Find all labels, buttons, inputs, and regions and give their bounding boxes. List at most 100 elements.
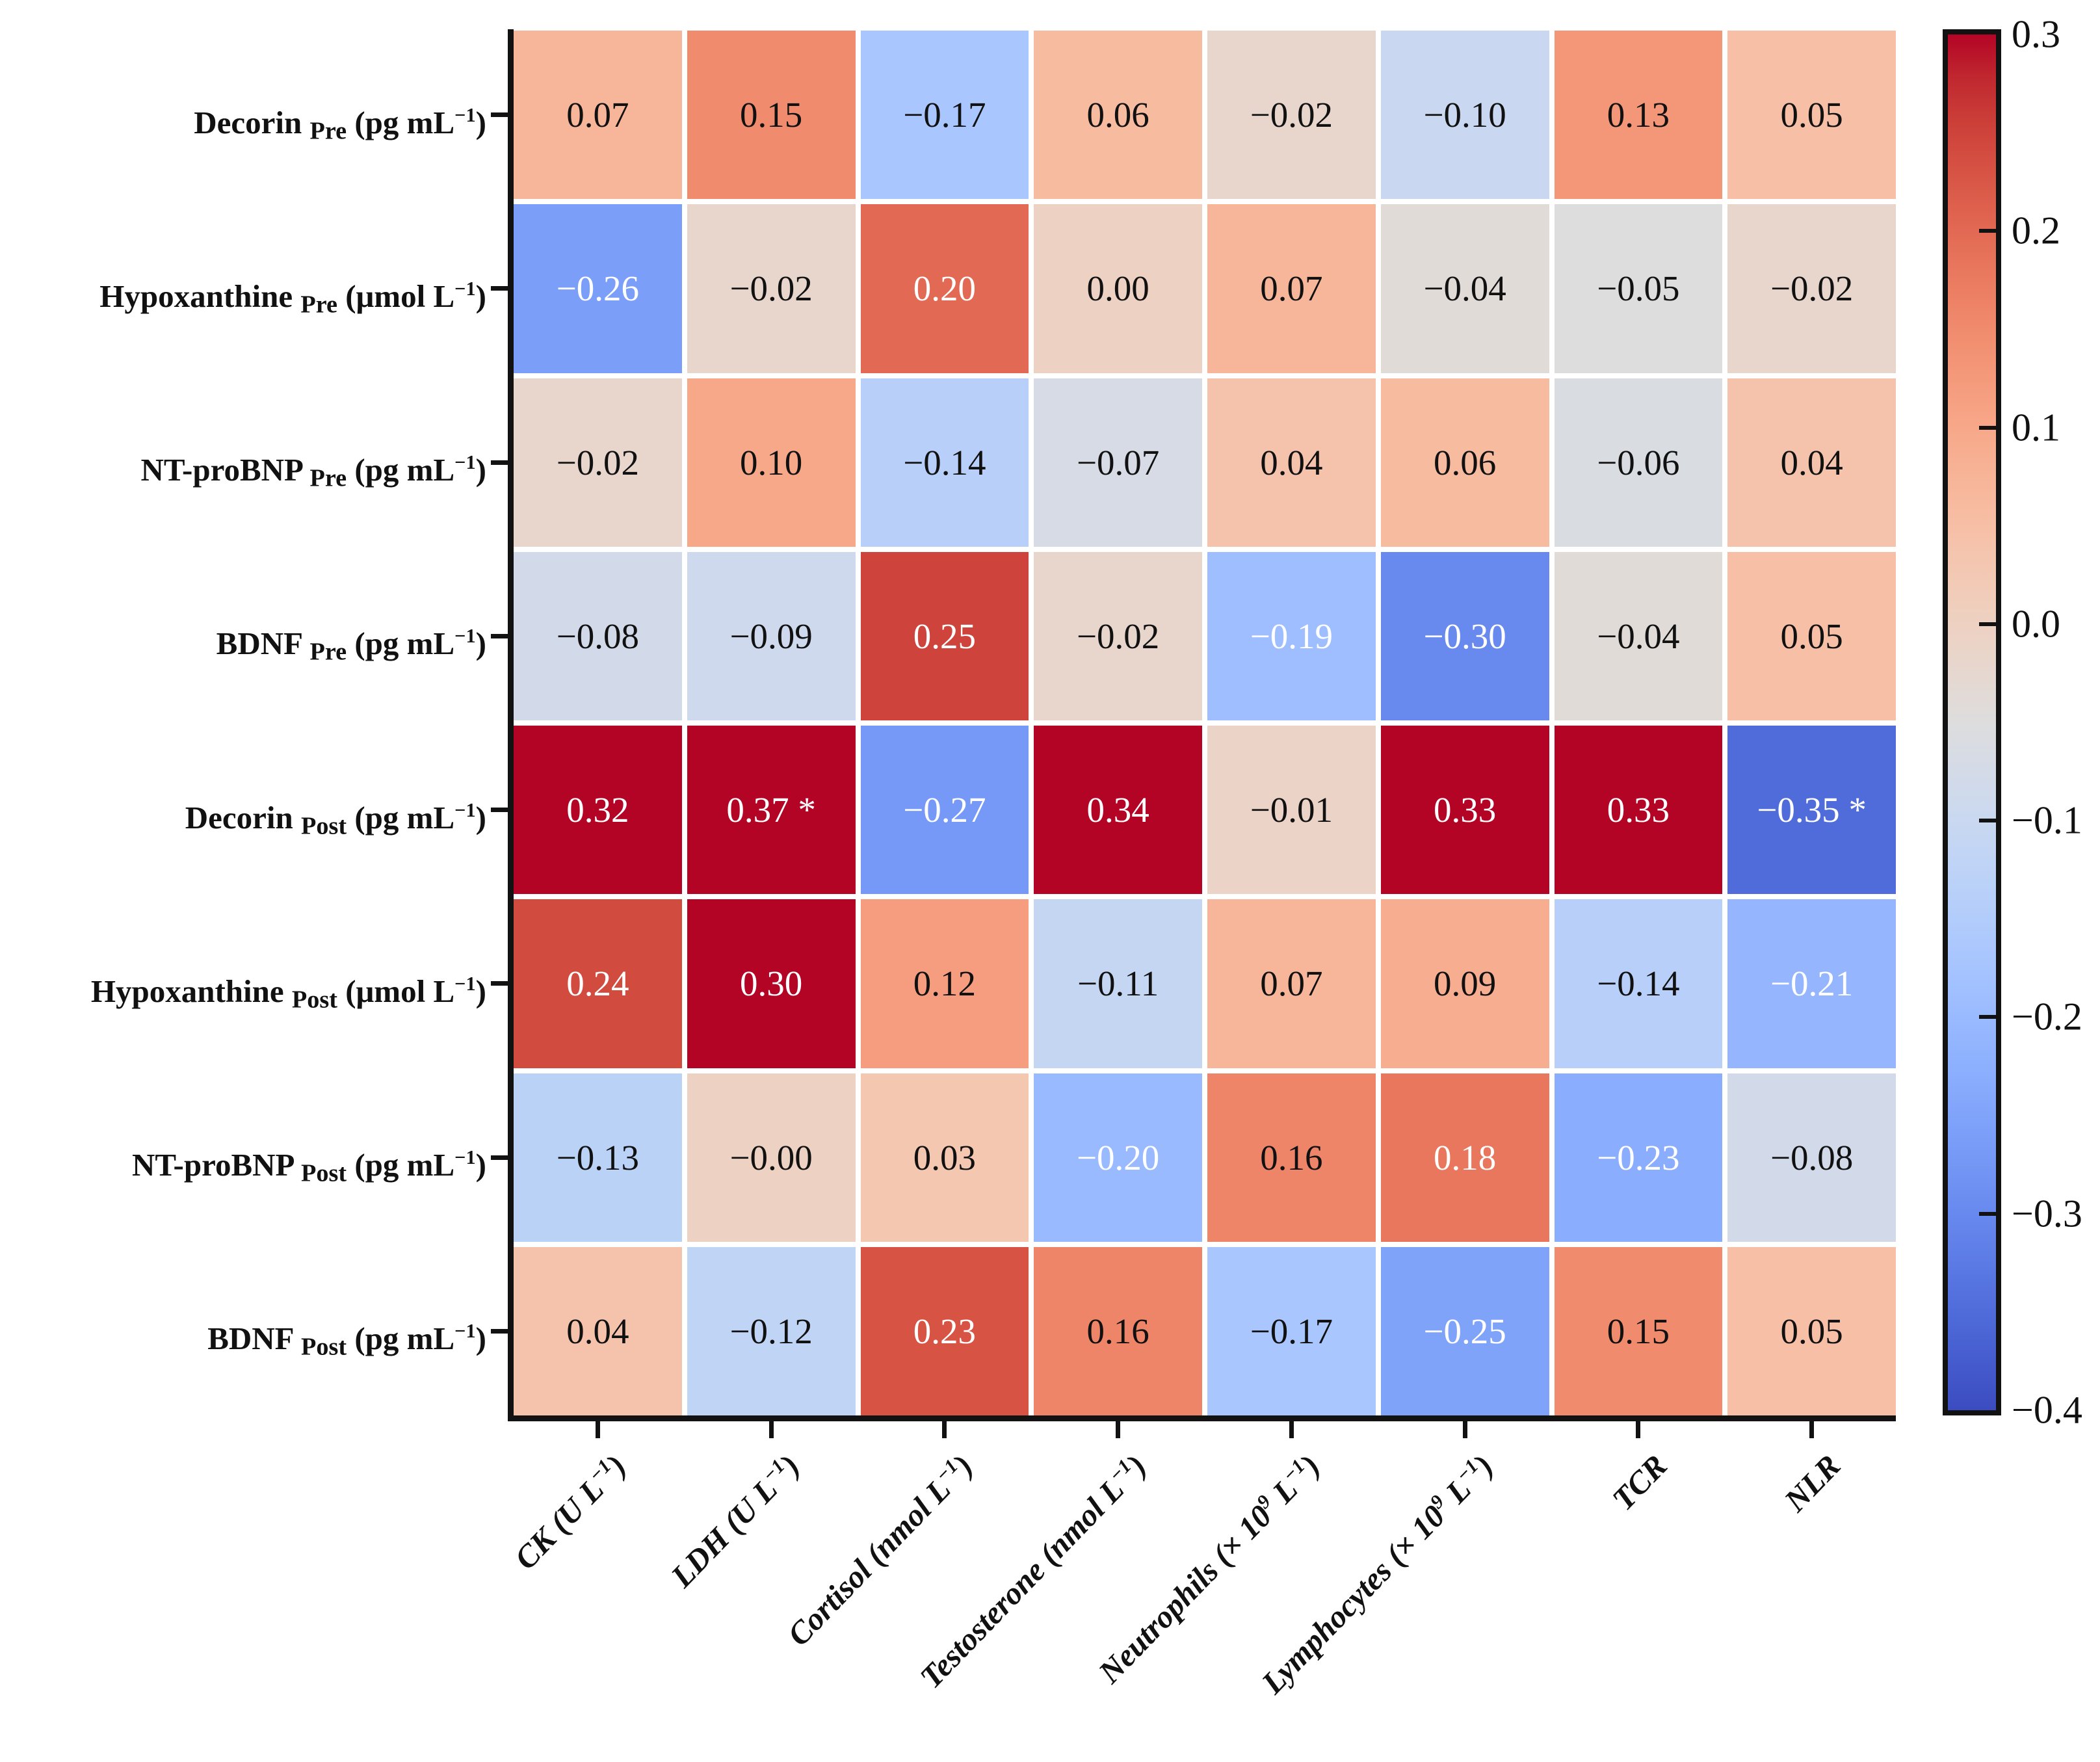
label-segment: NLR bbox=[1777, 1447, 1847, 1519]
cell-value: −0.14 bbox=[903, 442, 986, 482]
heatmap-cell: −0.04 bbox=[1380, 204, 1549, 373]
cell-value: 0.05 bbox=[1780, 1311, 1843, 1351]
heatmap-cell: −0.21 bbox=[1727, 899, 1896, 1068]
cell-value: 0.12 bbox=[913, 964, 976, 1004]
colorbar-tick-label: 0.2 bbox=[2012, 209, 2060, 252]
heatmap-cell: 0.10 bbox=[687, 378, 856, 547]
heatmap-cell: 0.05 bbox=[1727, 31, 1896, 200]
heatmap-cell: −0.02 bbox=[1207, 31, 1376, 200]
label-segment: −1 bbox=[454, 972, 476, 995]
heatmap-cell: −0.14 bbox=[1554, 899, 1723, 1068]
heatmap-cell: −0.27 bbox=[860, 726, 1029, 895]
heatmap-cell: −0.02 bbox=[514, 378, 682, 547]
cell-value: 0.00 bbox=[1086, 269, 1149, 309]
y-axis-tick bbox=[491, 1328, 508, 1334]
label-segment: Hypoxanthine bbox=[99, 278, 301, 315]
heatmap-cell: 0.15 bbox=[1554, 1246, 1723, 1415]
label-segment: (μmol L bbox=[337, 278, 455, 315]
cell-value: 0.16 bbox=[1260, 1137, 1323, 1177]
heatmap-cell: −0.13 bbox=[514, 1073, 682, 1242]
label-segment: −1 bbox=[454, 451, 476, 474]
label-segment: ) bbox=[475, 1147, 486, 1183]
colorbar bbox=[1943, 29, 2001, 1415]
row-label: Hypoxanthine Pre (μmol L−1) bbox=[0, 269, 486, 325]
heatmap-cell: 0.18 bbox=[1380, 1073, 1549, 1242]
heatmap-cell: 0.32 bbox=[514, 726, 682, 895]
heatmap-cell: 0.07 bbox=[1207, 204, 1376, 373]
cell-value: −0.07 bbox=[1076, 442, 1160, 482]
heatmap-cell: −0.14 bbox=[860, 378, 1029, 547]
heatmap-cell: −0.06 bbox=[1554, 378, 1723, 547]
heatmap-cell: 0.33 bbox=[1380, 726, 1549, 895]
heatmap-cell: −0.11 bbox=[1034, 899, 1202, 1068]
cell-value: 0.13 bbox=[1607, 95, 1670, 135]
heatmap-cell: −0.02 bbox=[1034, 551, 1202, 720]
cell-value: 0.37 * bbox=[726, 790, 816, 830]
heatmap-cell: −0.25 bbox=[1380, 1246, 1549, 1415]
cell-value: 0.07 bbox=[1260, 964, 1323, 1004]
heatmap-cell: −0.02 bbox=[1727, 204, 1896, 373]
heatmap-cell: 0.07 bbox=[1207, 899, 1376, 1068]
x-axis-tick bbox=[1289, 1421, 1294, 1438]
cell-value: 0.23 bbox=[913, 1311, 976, 1351]
heatmap-cell: 0.15 bbox=[687, 31, 856, 200]
cell-value: 0.33 bbox=[1434, 790, 1497, 830]
row-label: NT-proBNP Pre (pg mL−1) bbox=[0, 442, 486, 499]
col-label: Cortisol (nmol L−1) bbox=[780, 1447, 980, 1653]
y-axis-tick bbox=[491, 633, 508, 638]
cell-value: 0.34 bbox=[1086, 790, 1149, 830]
label-segment: ) bbox=[475, 104, 486, 140]
colorbar-tick-label: −0.4 bbox=[2012, 1388, 2082, 1432]
heatmap-cell: −0.17 bbox=[860, 31, 1029, 200]
cell-value: 0.05 bbox=[1780, 95, 1843, 135]
x-axis-tick bbox=[942, 1421, 947, 1438]
cell-value: 0.10 bbox=[740, 442, 803, 482]
label-segment: −1 bbox=[454, 1320, 476, 1343]
cell-value: 0.06 bbox=[1086, 95, 1149, 135]
cell-value: −0.21 bbox=[1770, 964, 1854, 1004]
cell-value: −0.02 bbox=[1770, 269, 1854, 309]
cell-value: −0.19 bbox=[1250, 616, 1333, 656]
heatmap-cell: 0.04 bbox=[514, 1246, 682, 1415]
label-segment: Pre bbox=[309, 638, 347, 666]
label-segment: Decorin bbox=[194, 104, 310, 140]
heatmap-cell: 0.12 bbox=[860, 899, 1029, 1068]
cell-value: −0.05 bbox=[1597, 269, 1680, 309]
heatmap-cell: −0.12 bbox=[687, 1246, 856, 1415]
heatmap-cell: 0.23 bbox=[860, 1246, 1029, 1415]
label-segment: Pre bbox=[309, 464, 347, 492]
label-segment: Pre bbox=[300, 291, 337, 319]
label-segment: (pg mL bbox=[347, 104, 455, 140]
heatmap-cell: 0.06 bbox=[1034, 31, 1202, 200]
cell-value: −0.14 bbox=[1597, 964, 1680, 1004]
cell-value: 0.25 bbox=[913, 616, 976, 656]
cell-value: −0.02 bbox=[1250, 95, 1333, 135]
heatmap-cell: −0.04 bbox=[1554, 551, 1723, 720]
colorbar-tick-label: −0.1 bbox=[2012, 798, 2082, 842]
label-segment: −1 bbox=[454, 1146, 476, 1169]
heatmap-cell: 0.07 bbox=[514, 31, 682, 200]
label-segment: Post bbox=[301, 812, 347, 840]
heatmap-cell: −0.23 bbox=[1554, 1073, 1723, 1242]
label-segment: Hypoxanthine bbox=[90, 973, 292, 1010]
heatmap-cell: 0.16 bbox=[1207, 1073, 1376, 1242]
label-segment: ) bbox=[475, 1321, 486, 1357]
heatmap-cell: 0.34 bbox=[1034, 726, 1202, 895]
row-label: Decorin Pre (pg mL−1) bbox=[0, 95, 486, 151]
cell-value: −0.02 bbox=[1076, 616, 1160, 656]
cell-value: −0.12 bbox=[729, 1311, 813, 1351]
colorbar-tick bbox=[1979, 229, 1996, 233]
label-segment: −1 bbox=[454, 103, 476, 126]
heatmap-cell: −0.01 bbox=[1207, 726, 1376, 895]
label-segment: (μmol L bbox=[337, 973, 455, 1010]
cell-value: −0.00 bbox=[729, 1137, 813, 1177]
colorbar-tick-label: 0.3 bbox=[2012, 12, 2060, 56]
cell-value: −0.08 bbox=[556, 616, 640, 656]
heatmap-cell: −0.19 bbox=[1207, 551, 1376, 720]
label-segment: ) bbox=[475, 625, 486, 662]
label-segment: Pre bbox=[309, 117, 347, 145]
colorbar-tick bbox=[1979, 425, 1996, 430]
cell-value: −0.02 bbox=[729, 269, 813, 309]
y-axis-tick bbox=[491, 112, 508, 118]
y-axis-tick bbox=[491, 808, 508, 813]
